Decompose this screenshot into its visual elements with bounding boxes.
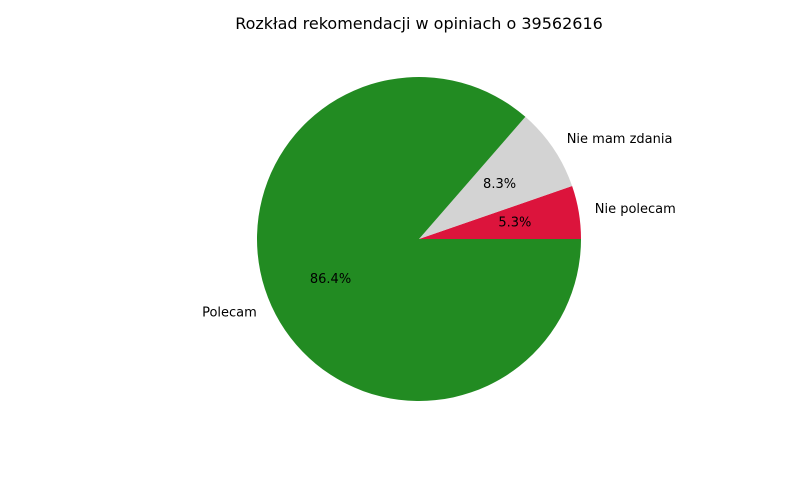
pie-slice-nie-polecam [419,186,581,239]
slice-label-nie-mam-zdania: Nie mam zdania [567,132,673,147]
pct-label-polecam: 86.4% [310,272,351,287]
slice-label-nie-polecam: Nie polecam [595,202,676,217]
chart-title: Rozkład rekomendacji w opiniach o 395626… [235,14,603,33]
pie-slice-polecam [257,76,581,402]
pct-label-nie-mam-zdania: 8.3% [483,177,516,192]
pie-slices [257,76,581,402]
pie-slice-nie-mam-zdania [419,116,573,239]
slice-label-polecam: Polecam [202,305,257,320]
pie-labels: Nie polecam 5.3% Nie mam zdania 8.3% Polecam… [202,132,676,321]
pct-label-nie-polecam: 5.3% [498,215,531,230]
